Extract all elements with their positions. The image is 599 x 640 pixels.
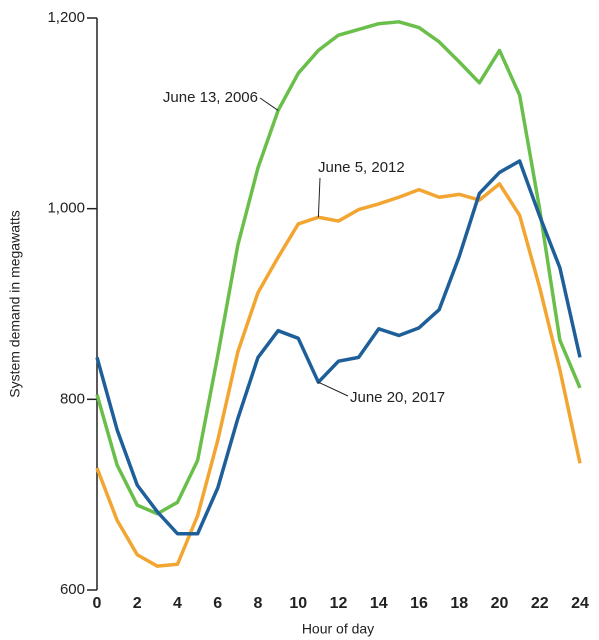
x-tick-label: 22 <box>531 595 549 612</box>
series-line <box>95 159 582 536</box>
x-tick-label: 12 <box>330 595 348 612</box>
y-tick-label: 800 <box>60 390 85 407</box>
series-label: June 13, 2006 <box>163 89 258 106</box>
x-tick-label: 10 <box>289 595 307 612</box>
x-axis-label: Hour of day <box>302 621 374 637</box>
y-tick-label: 600 <box>60 581 85 598</box>
x-tick-label: 8 <box>254 595 263 612</box>
y-axis-label: System demand in megawatts <box>7 210 23 398</box>
x-tick-label: 2 <box>133 595 142 612</box>
x-tick-label: 16 <box>410 595 428 612</box>
series-label: June 5, 2012 <box>318 159 405 176</box>
annotation-leader <box>318 381 349 397</box>
y-tick-label: 1,200 <box>47 9 85 26</box>
series-label: June 20, 2017 <box>350 389 445 406</box>
x-tick-label: 6 <box>213 595 222 612</box>
x-tick-label: 0 <box>93 595 102 612</box>
series-line <box>95 20 582 516</box>
x-tick-label: 18 <box>450 595 468 612</box>
annotation-leader <box>317 177 321 218</box>
series-line <box>95 182 582 568</box>
annotation-leader <box>259 97 279 111</box>
y-tick-label: 1,000 <box>47 200 85 217</box>
x-tick-label: 4 <box>173 595 182 612</box>
x-tick-label: 24 <box>571 595 589 612</box>
x-tick-label: 20 <box>491 595 509 612</box>
x-tick-label: 14 <box>370 595 388 612</box>
